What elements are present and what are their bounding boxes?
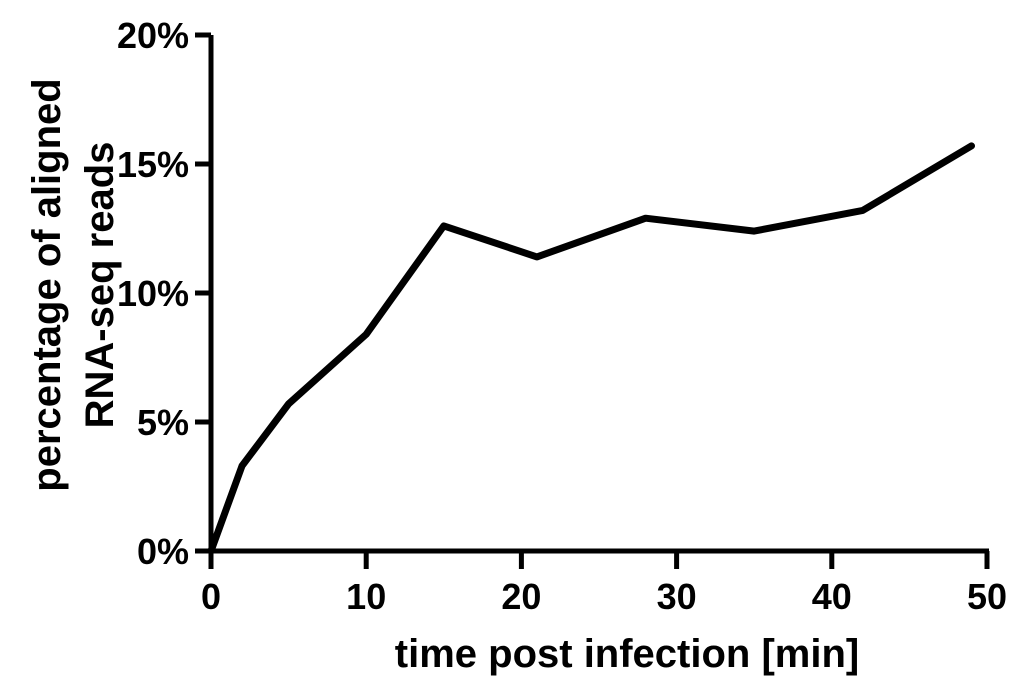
y-tick-label: 5% [137,402,189,443]
x-tick-label: 10 [346,576,386,617]
x-tick-label: 0 [201,576,221,617]
ticks: 0% 5% 10% 15% 20% 0 10 20 30 40 50 [117,15,1007,617]
y-axis-title: percentage of aligned RNA-seq reads [25,78,122,491]
x-axis-title: time post infection [min] [395,632,859,676]
axis-titles: time post infection [min] percentage of … [25,78,859,676]
y-tick-label: 15% [117,144,189,185]
y-axis-title-line-1: percentage of aligned [25,78,69,491]
series [207,142,975,555]
x-tick-label: 50 [967,576,1007,617]
y-axis-title-line-2: RNA-seq reads [78,142,122,429]
x-tick-label: 30 [657,576,697,617]
y-tick-label: 10% [117,273,189,314]
y-tick-label: 20% [117,15,189,56]
axes [208,35,989,561]
x-tick-label: 40 [812,576,852,617]
y-tick-label: 0% [137,531,189,572]
x-tick-label: 20 [501,576,541,617]
series-line [207,142,975,555]
